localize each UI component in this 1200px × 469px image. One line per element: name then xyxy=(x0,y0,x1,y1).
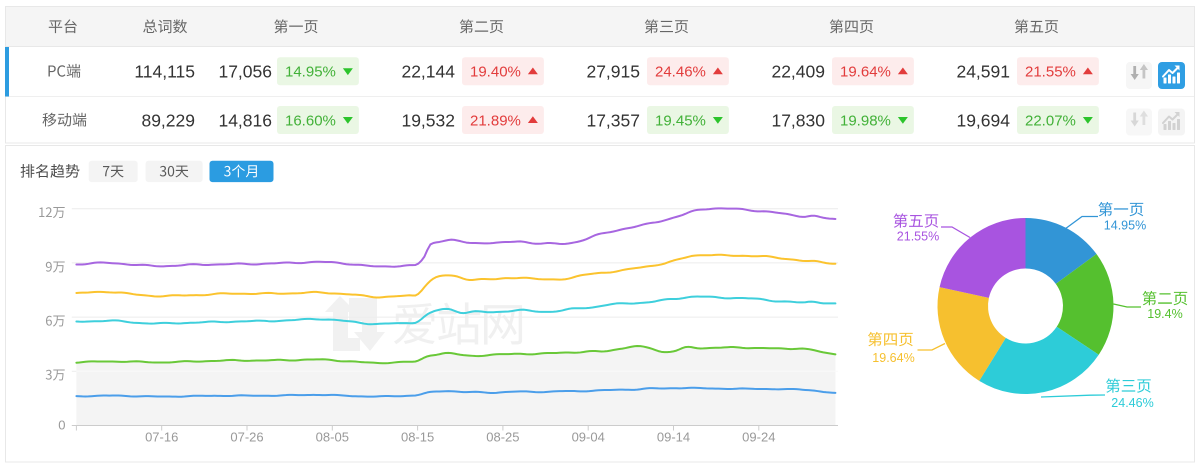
svg-text:21.89%: 21.89% xyxy=(470,112,521,129)
svg-text:09-14: 09-14 xyxy=(657,430,690,445)
svg-text:19.64%: 19.64% xyxy=(872,351,914,365)
svg-text:19,694: 19,694 xyxy=(956,110,1010,130)
svg-text:19.4%: 19.4% xyxy=(1147,307,1182,321)
svg-text:08-25: 08-25 xyxy=(486,430,519,445)
svg-text:14.95%: 14.95% xyxy=(1104,219,1146,233)
svg-text:21.55%: 21.55% xyxy=(897,230,939,244)
svg-text:14.95%: 14.95% xyxy=(285,64,336,81)
svg-text:19.98%: 19.98% xyxy=(840,112,891,129)
svg-text:89,229: 89,229 xyxy=(141,110,195,130)
svg-text:14,816: 14,816 xyxy=(218,110,272,130)
svg-text:24,591: 24,591 xyxy=(956,62,1010,82)
svg-text:07-16: 07-16 xyxy=(145,430,178,445)
svg-text:114,115: 114,115 xyxy=(134,62,195,82)
svg-text:17,357: 17,357 xyxy=(586,110,640,130)
svg-text:09-04: 09-04 xyxy=(572,430,605,445)
svg-text:09-24: 09-24 xyxy=(742,430,775,445)
svg-text:24.46%: 24.46% xyxy=(1111,396,1153,410)
svg-text:19.40%: 19.40% xyxy=(470,64,521,81)
svg-text:16.60%: 16.60% xyxy=(285,112,336,129)
svg-text:19,532: 19,532 xyxy=(401,110,455,130)
svg-text:24.46%: 24.46% xyxy=(655,64,706,81)
svg-text:07-26: 07-26 xyxy=(230,430,263,445)
svg-text:17,056: 17,056 xyxy=(218,62,272,82)
svg-text:19.64%: 19.64% xyxy=(840,64,891,81)
svg-text:22,409: 22,409 xyxy=(771,62,825,82)
svg-text:27,915: 27,915 xyxy=(586,62,640,82)
svg-text:17,830: 17,830 xyxy=(771,110,825,130)
svg-text:08-15: 08-15 xyxy=(401,430,434,445)
svg-text:08-05: 08-05 xyxy=(316,430,349,445)
svg-text:0: 0 xyxy=(58,418,65,433)
svg-text:21.55%: 21.55% xyxy=(1025,64,1076,81)
svg-text:22.07%: 22.07% xyxy=(1025,112,1076,129)
svg-text:22,144: 22,144 xyxy=(401,62,455,82)
svg-text:19.45%: 19.45% xyxy=(655,112,706,129)
